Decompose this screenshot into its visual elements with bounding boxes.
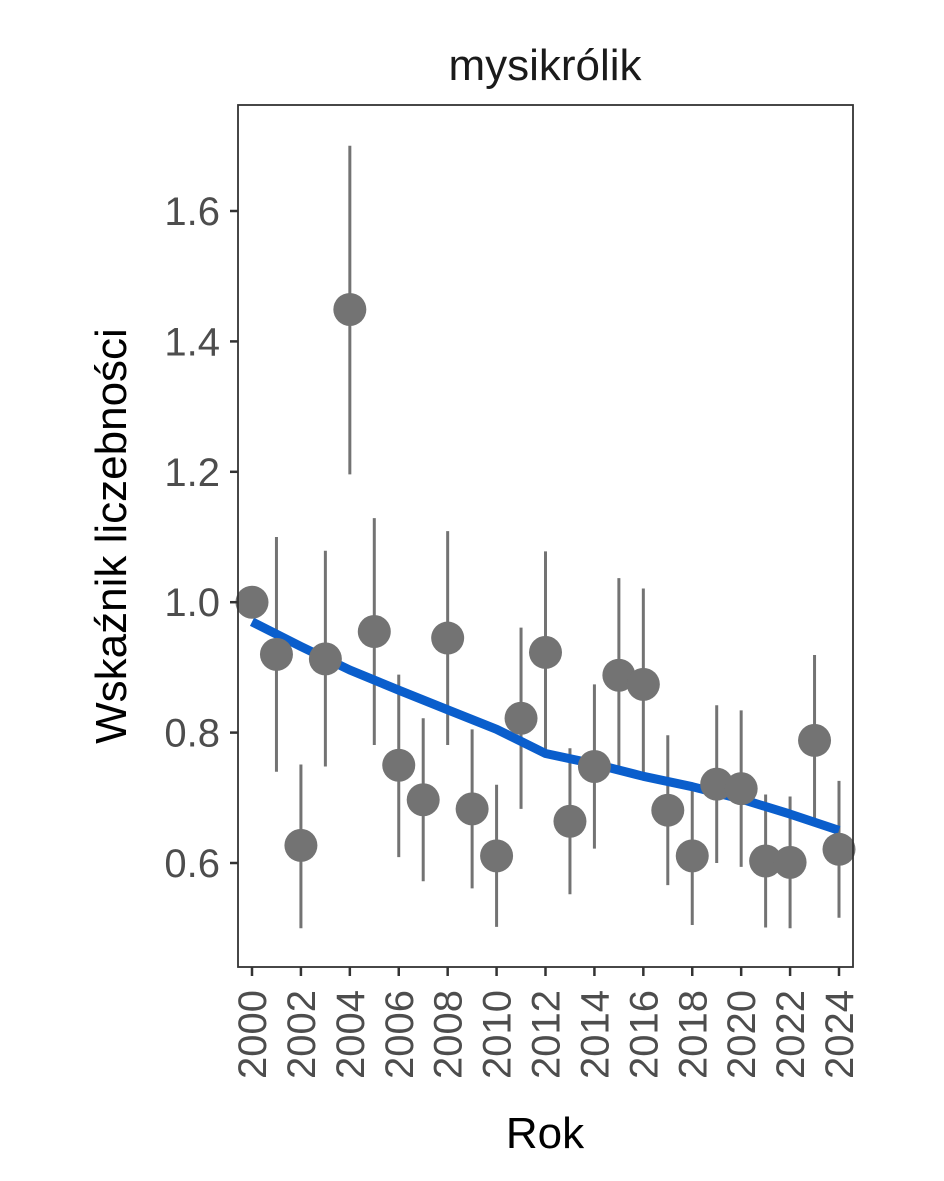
x-axis: 2000 2002 2004 2006 2008 2010 2012 2014 2016 2018… [231,967,862,1079]
data-point-2011 [504,701,538,735]
x-tick-label-2008: 2008 [427,990,471,1079]
data-point-2008 [431,621,465,655]
x-tick-label-2024: 2024 [818,990,862,1079]
x-tick-label-2012: 2012 [525,990,569,1079]
data-points [235,292,856,879]
y-tick-label-1.4: 1.4 [164,320,220,364]
data-point-2010 [480,839,514,873]
data-point-2012 [529,635,562,669]
plot-panel-border [237,104,854,968]
data-point-2014 [577,750,611,784]
y-tick-label-0.8: 0.8 [164,712,220,756]
data-point-2018 [675,839,709,873]
data-point-2004 [333,292,367,326]
x-tick-label-2022: 2022 [769,990,813,1079]
x-tick-label-2020: 2020 [720,990,764,1079]
x-tick-label-2000: 2000 [231,990,275,1079]
data-point-2021 [749,844,783,878]
data-point-2024 [822,832,856,866]
data-point-2007 [406,783,440,817]
x-tick-label-2004: 2004 [329,990,373,1079]
data-point-2006 [382,748,416,782]
data-point-2019 [700,767,734,801]
y-axis-title: Wskaźnik liczebności [87,328,136,744]
data-point-2003 [308,642,342,676]
x-tick-label-2018: 2018 [671,990,715,1079]
data-point-2017 [651,793,685,827]
panel-title: mysikrólik [448,41,642,90]
y-tick-label-1.6: 1.6 [164,190,220,234]
x-tick-label-2006: 2006 [378,990,422,1079]
y-axis: 0.6 0.8 1.0 1.2 1.4 1.6 [164,190,238,886]
data-point-2020 [724,772,758,806]
data-point-2000 [235,585,269,619]
data-point-2005 [357,615,391,649]
data-point-2002 [284,828,318,862]
x-tick-label-2014: 2014 [573,990,617,1079]
data-point-2013 [553,804,587,838]
data-point-2016 [626,667,660,701]
x-tick-label-2002: 2002 [280,990,324,1079]
data-point-2001 [259,637,293,671]
data-point-2009 [455,792,489,826]
y-tick-label-1.2: 1.2 [164,451,220,495]
x-tick-label-2016: 2016 [622,990,666,1079]
y-tick-label-1.0: 1.0 [164,581,220,625]
data-point-2022 [773,845,807,879]
y-tick-label-0.6: 0.6 [164,842,220,886]
x-axis-title: Rok [506,1109,585,1158]
x-tick-label-2010: 2010 [476,990,520,1079]
data-point-2023 [798,723,832,757]
